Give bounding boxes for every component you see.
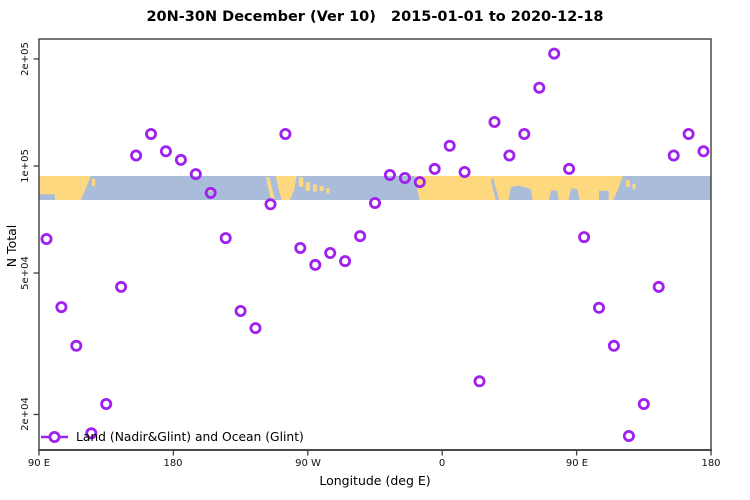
data-point (100, 397, 113, 410)
data-point (622, 429, 635, 442)
data-point (130, 149, 143, 162)
data-point (383, 168, 396, 181)
ocean-shape (39, 194, 55, 200)
x-axis-label: Longitude (deg E) (319, 473, 431, 488)
data-point (563, 162, 576, 175)
ocean-shape (548, 190, 559, 200)
data-point (249, 322, 262, 335)
land-shape (298, 177, 304, 187)
data-point (354, 230, 367, 243)
plot-border (38, 38, 712, 451)
data-point (339, 255, 352, 268)
data-point (697, 145, 710, 158)
x-tick-label: 0 (439, 458, 445, 469)
land-ocean-map-band (39, 176, 711, 200)
ocean-shape (599, 190, 609, 200)
land-shape (326, 188, 330, 194)
land-shape (632, 183, 636, 190)
y-tick-label: 5e+04 (20, 256, 31, 290)
land-shape (313, 184, 317, 192)
data-point (40, 232, 53, 245)
x-tick-label: 180 (701, 458, 720, 469)
data-point (70, 339, 83, 352)
x-tick-labels: 90 E 180 90 W 0 90 E 180 (28, 458, 721, 469)
data-point (55, 301, 68, 314)
data-point (473, 375, 486, 388)
x-tick-label: 90 W (295, 458, 321, 469)
data-point (219, 232, 232, 245)
data-point (204, 186, 217, 199)
legend-label: Land (Nadir&Glint) and Ocean (Glint) (76, 430, 304, 444)
data-point (264, 198, 277, 211)
axis-ticks (33, 58, 712, 456)
data-point (443, 139, 456, 152)
y-tick-labels: 2e+05 1e+05 5e+04 2e+04 (20, 42, 31, 431)
data-point (667, 149, 680, 162)
x-tick-label: 180 (163, 458, 182, 469)
ocean-shape (490, 178, 499, 200)
data-point (279, 127, 292, 140)
land-shape (80, 176, 91, 200)
data-point (294, 241, 307, 254)
data-point (189, 168, 202, 181)
data-point (548, 47, 561, 60)
data-point (533, 81, 546, 94)
data-point (637, 397, 650, 410)
ocean-shape (508, 185, 533, 200)
x-tick-label: 90 E (566, 458, 588, 469)
data-point (682, 127, 695, 140)
data-point (488, 116, 501, 129)
legend: Land (Nadir&Glint) and Ocean (Glint) (41, 430, 304, 444)
data-point (458, 165, 471, 178)
data-point (503, 149, 516, 162)
data-point (593, 301, 606, 314)
data-point (652, 280, 665, 293)
y-tick-label: 2e+04 (20, 397, 31, 431)
ocean-shape (568, 188, 580, 200)
land-shape (319, 186, 324, 191)
data-point (85, 427, 98, 440)
land-shape (275, 176, 297, 200)
data-point (309, 258, 322, 271)
data-points (40, 47, 710, 442)
data-point (413, 176, 426, 189)
data-point (324, 246, 337, 259)
data-point (115, 280, 128, 293)
land-shape (625, 180, 630, 187)
data-point (578, 231, 591, 244)
data-point (144, 127, 157, 140)
data-point (398, 171, 411, 184)
data-point (607, 339, 620, 352)
data-point (159, 145, 172, 158)
land-shape (92, 178, 95, 187)
y-tick-label: 1e+05 (20, 149, 31, 183)
land-shape (305, 182, 311, 191)
x-tick-label: 90 E (28, 458, 50, 469)
data-point (428, 162, 441, 175)
data-point (234, 304, 247, 317)
chart-title: 20N-30N December (Ver 10) 2015-01-01 to … (146, 9, 604, 25)
data-point (174, 153, 187, 166)
y-tick-label: 2e+05 (20, 42, 31, 76)
legend-marker-icon (41, 430, 68, 443)
land-shape (265, 177, 275, 199)
data-point (368, 196, 381, 209)
data-point (518, 127, 531, 140)
